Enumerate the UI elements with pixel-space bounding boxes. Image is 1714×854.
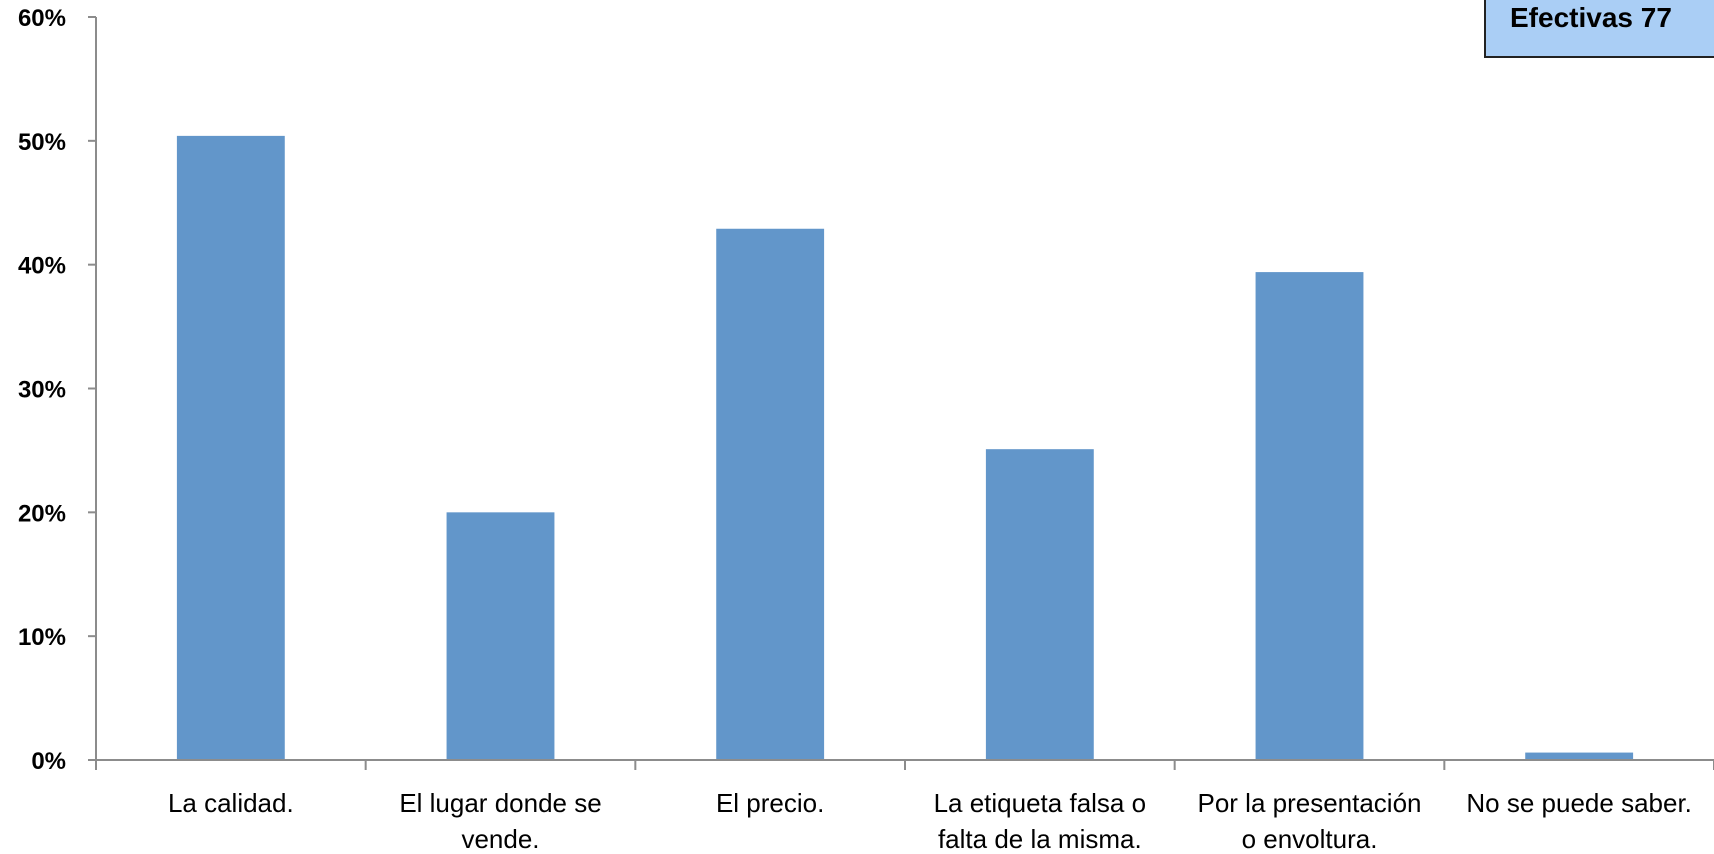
- y-tick-label: 40%: [18, 253, 66, 280]
- x-axis-ticks: La calidad. El lugar donde se vende. El pre…: [168, 788, 1692, 854]
- y-tick-label: 30%: [18, 377, 66, 404]
- x-tick-label: o envoltura.: [1242, 824, 1378, 854]
- y-tick-label: 50%: [18, 129, 66, 156]
- sample-size-badge: Efectivas 77: [1484, 0, 1714, 58]
- bar: [1525, 752, 1634, 760]
- y-axis-ticks: 0% 10% 20% 30% 40% 50% 60%: [18, 5, 96, 775]
- x-tick-label: La calidad.: [168, 788, 294, 818]
- x-tick-label: El precio.: [716, 788, 824, 818]
- x-tick-label: La etiqueta falsa o: [934, 788, 1147, 818]
- y-tick-label: 60%: [18, 5, 66, 32]
- y-tick-label: 20%: [18, 500, 66, 527]
- y-tick-label: 10%: [18, 624, 66, 651]
- x-tick-label: No se puede saber.: [1466, 788, 1692, 818]
- bar: [446, 512, 555, 760]
- bar: [176, 135, 285, 760]
- bars: [176, 135, 1634, 760]
- y-tick-label: 0%: [31, 748, 66, 775]
- axes: [95, 17, 1714, 770]
- bar: [716, 228, 825, 760]
- bar: [985, 449, 1094, 760]
- bar: [1255, 272, 1364, 760]
- x-tick-label: Por la presentación: [1197, 788, 1421, 818]
- x-tick-label: El lugar donde se: [399, 788, 601, 818]
- x-tick-label: falta de la misma.: [938, 824, 1142, 854]
- x-tick-label: vende.: [461, 824, 539, 854]
